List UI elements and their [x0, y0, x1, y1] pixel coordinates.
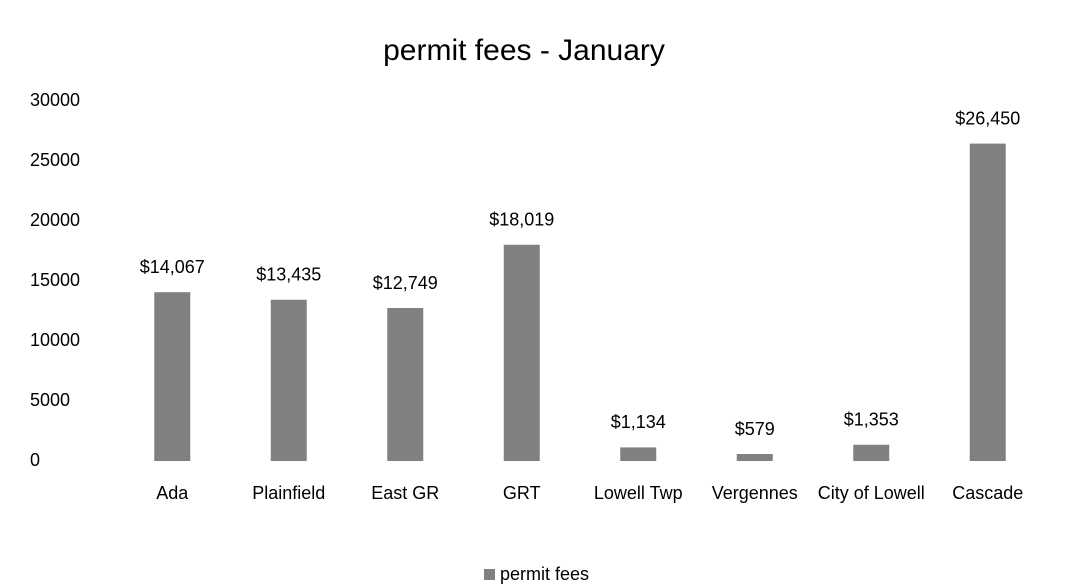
data-label: $579	[735, 419, 775, 439]
y-tick-label: 0	[30, 450, 40, 470]
bar	[969, 143, 1006, 461]
data-label: $26,450	[955, 108, 1020, 128]
legend-label: permit fees	[500, 564, 589, 584]
data-label: $18,019	[489, 210, 554, 230]
x-tick-label: Vergennes	[711, 483, 798, 503]
data-label: $14,067	[140, 257, 205, 277]
bar	[387, 308, 424, 461]
x-tick-label: GRT	[502, 483, 541, 503]
data-label: $12,749	[373, 273, 438, 293]
data-label: $1,134	[611, 412, 666, 432]
y-tick-label: 5000	[30, 390, 70, 410]
legend-swatch	[484, 569, 495, 580]
bar	[620, 447, 657, 461]
data-label: $13,435	[256, 265, 321, 285]
x-tick-label: Cascade	[952, 483, 1024, 503]
x-tick-label: East GR	[371, 483, 440, 503]
data-label: $1,353	[844, 410, 899, 430]
bar	[853, 444, 890, 461]
y-tick-label: 20000	[30, 210, 80, 230]
y-tick-label: 25000	[30, 150, 80, 170]
y-tick-label: 15000	[30, 270, 80, 290]
bar	[503, 244, 540, 461]
y-tick-label: 30000	[30, 90, 80, 110]
bar	[154, 292, 191, 461]
x-tick-label: City of Lowell	[817, 483, 925, 503]
chart-title: permit fees - January	[383, 34, 665, 67]
x-tick-label: Lowell Twp	[593, 483, 683, 503]
bar	[736, 454, 773, 461]
y-tick-label: 10000	[30, 330, 80, 350]
bar	[270, 299, 307, 461]
x-tick-label: Plainfield	[252, 483, 326, 503]
x-tick-label: Ada	[156, 483, 189, 503]
